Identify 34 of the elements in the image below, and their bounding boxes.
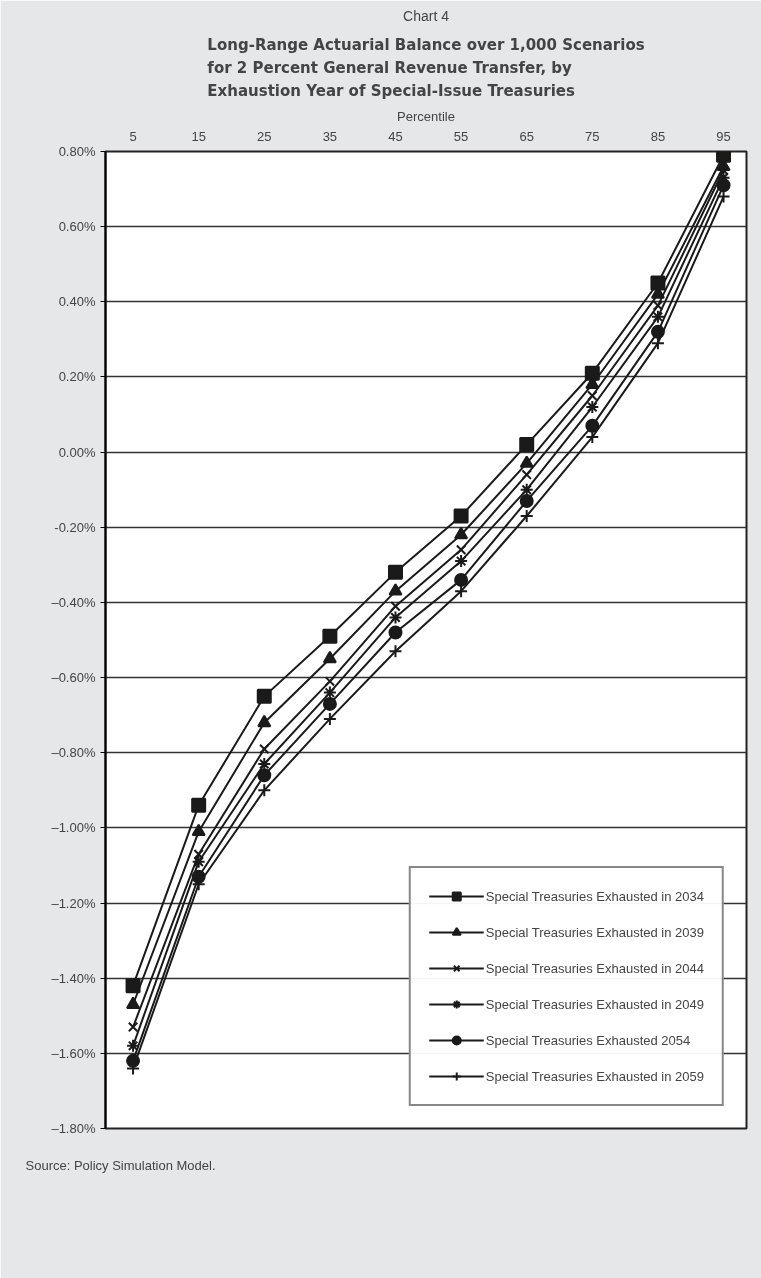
x-tick-label: 35 — [322, 128, 338, 144]
x-tick-label: 45 — [388, 128, 403, 144]
x-tick-label: 55 — [453, 128, 469, 144]
x-axis-title: Percentile — [397, 108, 455, 124]
x-tick-label: 95 — [716, 128, 731, 144]
legend-label: Special Treasuries Exhausted in 2044 — [485, 960, 704, 976]
y-tick-label: 0.40% — [58, 294, 96, 310]
y-tick-label: –1.40% — [51, 970, 96, 986]
y-tick-label: –1.60% — [51, 1045, 96, 1061]
x-tick-label: 5 — [129, 128, 137, 144]
x-tick-label: 15 — [191, 128, 206, 144]
x-tick-label: 65 — [519, 128, 534, 144]
legend-label: Special Treasuries Exhausted 2054 — [485, 1032, 691, 1048]
y-tick-label: -0.20% — [54, 519, 96, 535]
y-tick-label: 0.60% — [58, 219, 96, 235]
y-tick-label: –1.80% — [51, 1121, 96, 1136]
y-tick-label: 0.20% — [58, 369, 96, 385]
y-tick-label: –0.60% — [51, 670, 96, 686]
x-tick-label: 75 — [585, 128, 600, 144]
legend-label: Special Treasuries Exhausted in 2039 — [485, 924, 704, 940]
y-tick-label: –0.40% — [51, 594, 96, 610]
legend-label: Special Treasuries Exhausted in 2034 — [485, 888, 704, 904]
y-tick-label: 0.80% — [58, 144, 96, 159]
y-tick-label: 0.00% — [58, 444, 96, 460]
chart-subtitle: Chart 4 — [403, 7, 450, 24]
chart-title: Long-Range Actuarial Balance over 1,000 Scenarios for 2 Percent General Revenue Transfer, by Exhaustion Year of Special-Issue Treasuries — [207, 35, 645, 101]
source-note: Source: Policy Simulation Model. — [25, 1158, 216, 1173]
y-tick-label: –1.00% — [51, 820, 96, 836]
legend-label: Special Treasuries Exhausted in 2049 — [485, 996, 704, 1012]
x-tick-label: 25 — [257, 128, 272, 144]
y-tick-label: –1.20% — [51, 895, 96, 911]
x-tick-label: 85 — [650, 128, 666, 144]
y-tick-label: –0.80% — [51, 745, 96, 761]
legend-label: Special Treasuries Exhausted in 2059 — [485, 1068, 704, 1084]
